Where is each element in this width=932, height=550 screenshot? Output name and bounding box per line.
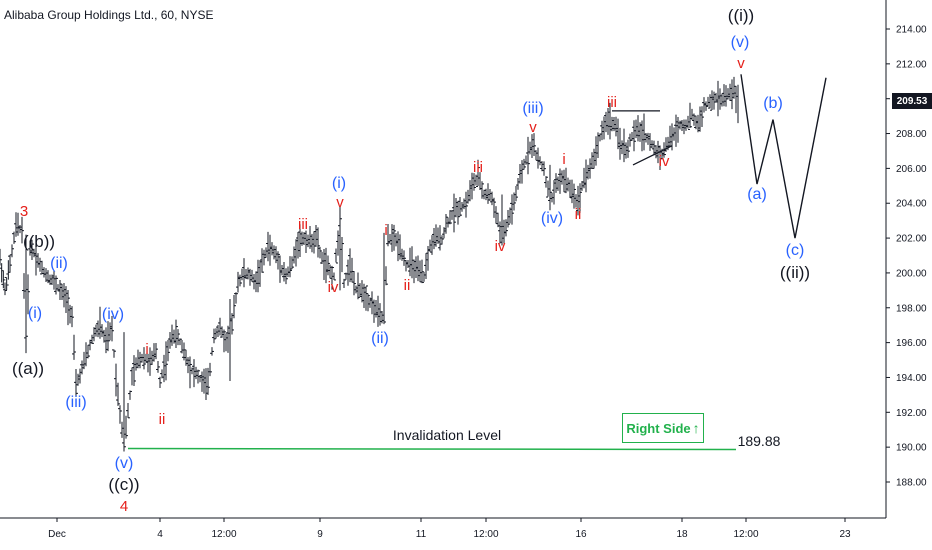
y-tick-label: 204.00 — [896, 199, 927, 210]
wave-label: (a) — [747, 186, 767, 203]
wave-label: (v) — [731, 34, 750, 51]
wave-label: (ii) — [371, 330, 389, 347]
wave-label: ii — [575, 206, 582, 223]
wave-label: (iv) — [102, 306, 124, 323]
arrow-up-icon: ↑ — [692, 420, 700, 436]
wave-label: iii — [298, 216, 308, 233]
wave-label: i — [562, 151, 565, 168]
wave-label: v — [336, 194, 344, 211]
invalidation-level: Invalidation Level 189.88 — [127, 427, 781, 451]
invalidation-label: Invalidation Level — [393, 427, 501, 443]
wave-label: ((b)) — [23, 232, 55, 251]
x-tick-label: 4 — [157, 529, 163, 540]
triangle-lower-line — [632, 145, 673, 166]
invalidation-line — [127, 447, 737, 451]
wave-label: iv — [495, 238, 506, 255]
wave-label: ((a)) — [12, 359, 44, 378]
x-tick-label: 12:00 — [733, 529, 758, 540]
y-axis-ticks: 188.00 190.00 192.00 194.00 196.00 198.00 200.… — [886, 25, 927, 489]
y-tick-label: 194.00 — [896, 373, 927, 384]
wave-label: ii — [159, 411, 166, 428]
x-axis-ticks: Dec 4 12:00 9 11 12:00 16 18 12:00 23 — [48, 518, 851, 540]
wave-label: v — [737, 55, 745, 72]
x-tick-label: 23 — [839, 529, 851, 540]
wave-label: (i) — [332, 175, 346, 192]
x-tick-label: 16 — [575, 529, 587, 540]
wave-label: iii — [473, 159, 483, 176]
y-tick-label: 190.00 — [896, 443, 927, 454]
x-tick-label: 11 — [416, 529, 427, 540]
wave-label: (iii) — [522, 100, 543, 117]
projection-path — [740, 74, 827, 239]
wave-label: iv — [328, 279, 339, 296]
wave-label: ((ii)) — [780, 263, 810, 282]
y-tick-label: 188.00 — [896, 478, 927, 489]
wave-labels: 3((b))(ii)(i)((a))(iii)(iv)iii(v)((c))4i… — [12, 6, 810, 515]
x-tick-label: 12:00 — [211, 529, 236, 540]
y-tick-label: 202.00 — [896, 234, 927, 245]
wave-label: (b) — [763, 95, 783, 112]
chart-title: Alibaba Group Holdings Ltd., 60, NYSE — [4, 8, 214, 22]
invalidation-value: 189.88 — [738, 433, 781, 449]
x-tick-label: 18 — [676, 529, 688, 540]
wave-label: (v) — [115, 455, 134, 472]
x-tick-label: 9 — [317, 529, 323, 540]
triangle-pattern — [612, 110, 673, 166]
wave-label: ii — [404, 277, 411, 294]
y-tick-label: 198.00 — [896, 303, 927, 314]
last-price-badge: 209.53 — [892, 93, 932, 109]
y-tick-label: 214.00 — [896, 25, 927, 36]
wave-label: i — [384, 222, 387, 239]
wave-label: i — [145, 341, 148, 358]
y-tick-label: 196.00 — [896, 338, 927, 349]
wave-label: iii — [607, 94, 617, 111]
wave-label: (i) — [28, 305, 42, 322]
wave-label: ((i)) — [728, 6, 754, 25]
right-side-callout: Right Side ↑ — [622, 413, 704, 443]
projection-line — [740, 74, 827, 239]
y-tick-label: 200.00 — [896, 268, 927, 279]
wave-label: ((c)) — [108, 475, 139, 494]
price-bars — [0, 76, 739, 452]
wave-label: (iii) — [65, 394, 86, 411]
x-tick-label: Dec — [48, 529, 66, 540]
y-tick-label: 192.00 — [896, 408, 927, 419]
wave-label: 3 — [20, 203, 28, 220]
y-tick-label: 208.00 — [896, 129, 927, 140]
wave-label: 4 — [120, 498, 128, 515]
right-side-label: Right Side — [626, 420, 691, 436]
x-tick-label: 12:00 — [473, 529, 498, 540]
wave-label: iv — [659, 153, 670, 170]
wave-label: (ii) — [50, 255, 68, 272]
wave-label: (iv) — [541, 210, 563, 227]
y-tick-label: 206.00 — [896, 164, 927, 175]
wave-label: (c) — [786, 242, 805, 259]
wave-label: v — [529, 119, 537, 136]
y-tick-label: 212.00 — [896, 59, 927, 70]
